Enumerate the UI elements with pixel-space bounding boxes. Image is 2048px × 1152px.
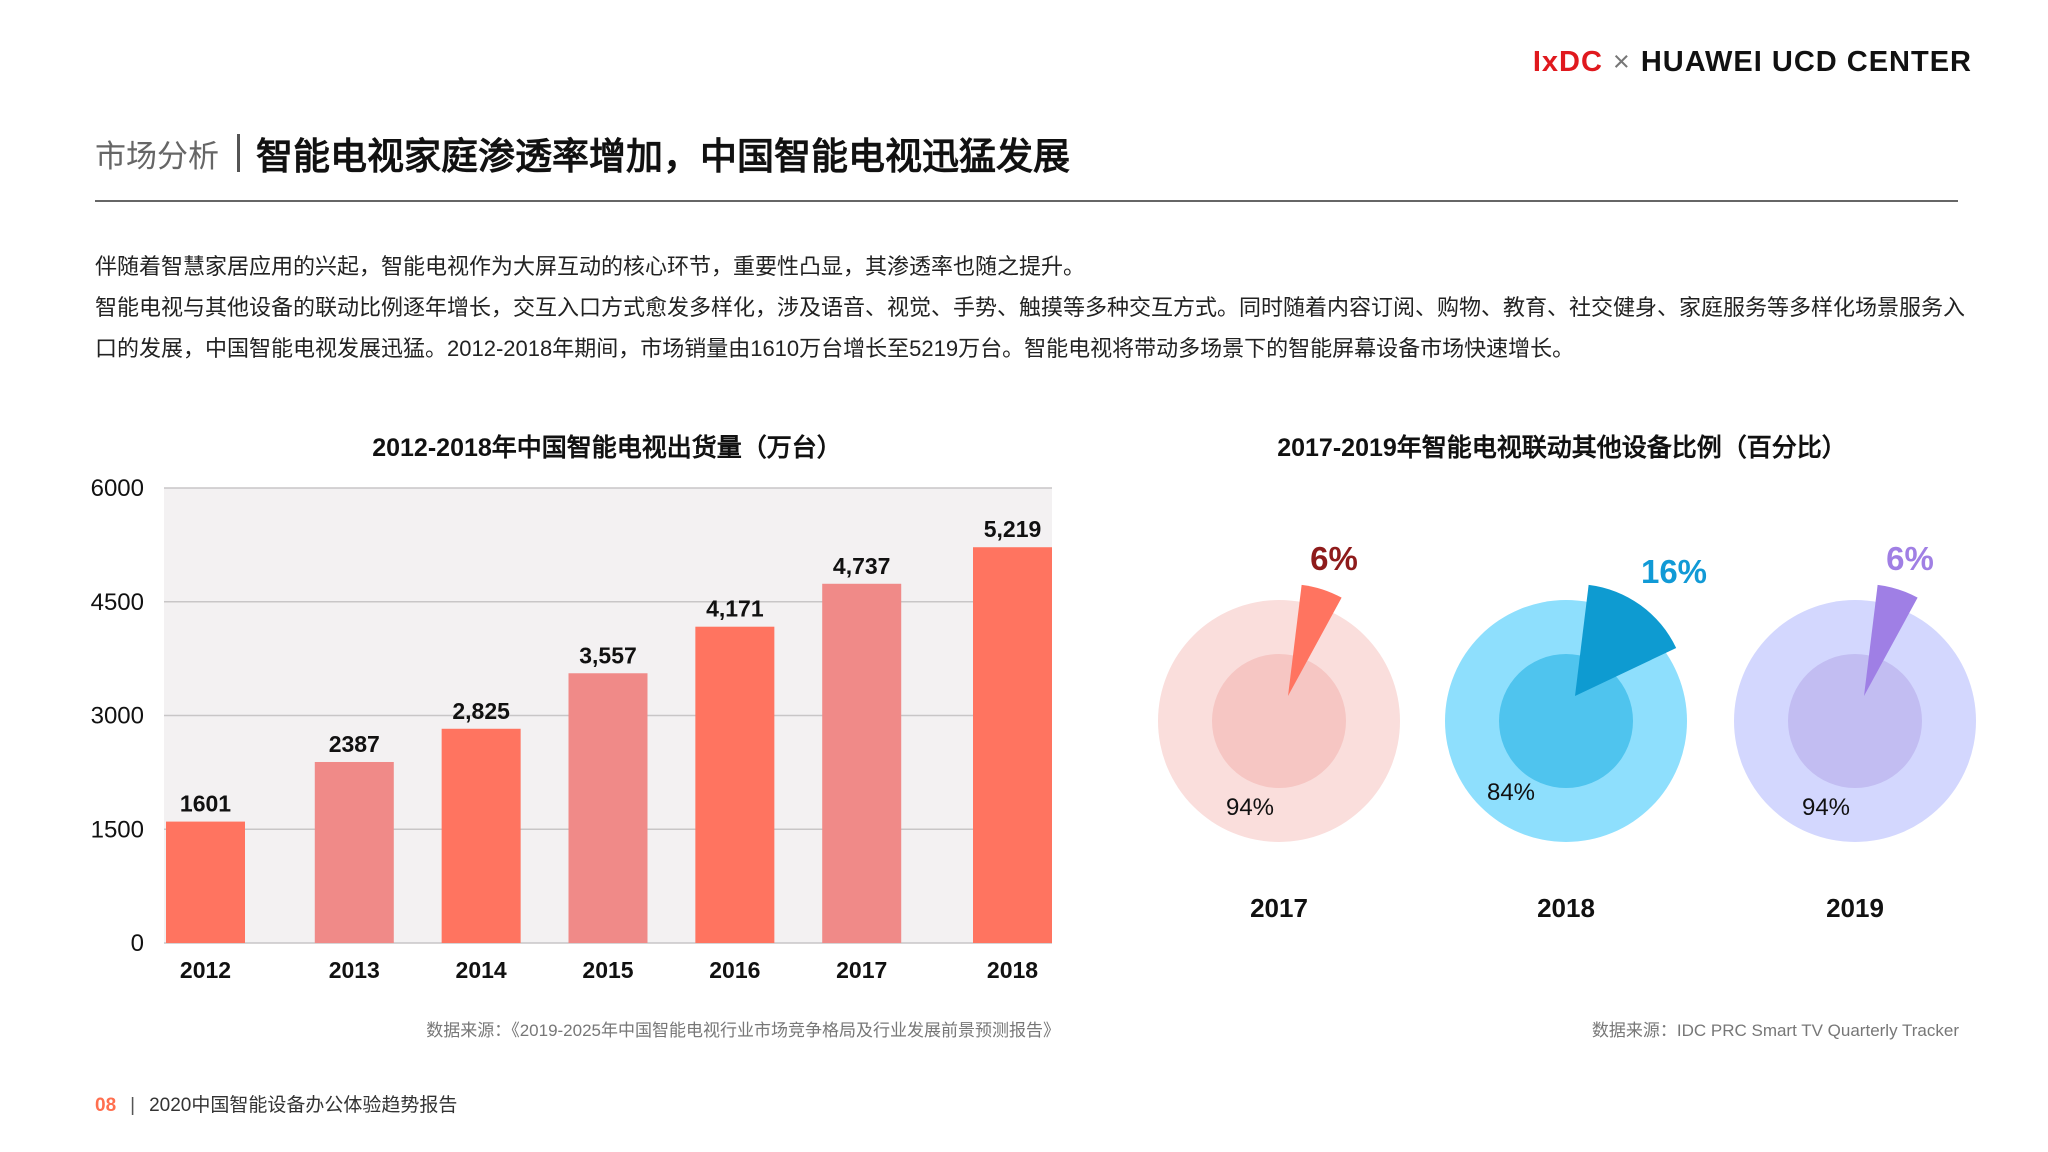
y-tick-label: 1500 bbox=[91, 816, 144, 843]
rest-label: 94% bbox=[1226, 794, 1274, 821]
x-tick-label: 2013 bbox=[329, 957, 380, 983]
page-title: 智能电视家庭渗透率增加，中国智能电视迅猛发展 bbox=[256, 136, 1070, 177]
pie-slice-2017 bbox=[1288, 584, 1342, 696]
bar-chart-source: 数据来源：《2019-2025年中国智能电视行业市场竞争格局及行业发展前景预测报… bbox=[426, 1021, 1060, 1040]
bar-2012 bbox=[166, 821, 245, 943]
logo-cross: × bbox=[1612, 46, 1631, 78]
paragraph: 智能电视与其他设备的联动比例逐年增长，交互入口方式愈发多样化，涉及语音、视觉、手… bbox=[95, 295, 1966, 361]
bar-value-label: 5,219 bbox=[984, 516, 1042, 542]
bar-2015 bbox=[568, 673, 648, 943]
y-tick-label: 3000 bbox=[91, 703, 144, 730]
bar-value-label: 1601 bbox=[180, 791, 231, 817]
x-tick-label: 2018 bbox=[987, 957, 1038, 983]
bar-value-label: 2,825 bbox=[452, 698, 510, 724]
bar-chart-title: 2012-2018年中国智能电视出货量（万台） bbox=[372, 434, 842, 462]
x-tick-label: 2017 bbox=[836, 957, 887, 983]
bar-2016 bbox=[695, 626, 775, 943]
pie-slice-2019 bbox=[1864, 584, 1918, 696]
bar-2013 bbox=[314, 761, 394, 943]
bar-value-label: 4,737 bbox=[833, 553, 891, 579]
slice-label: 6% bbox=[1886, 540, 1934, 577]
pie-chart-title: 2017-2019年智能电视联动其他设备比例（百分比） bbox=[1277, 434, 1847, 462]
report-name: 2020中国智能设备办公体验趋势报告 bbox=[149, 1095, 458, 1116]
intro-text: 伴随着智慧家居应用的兴起，智能电视作为大屏互动的核心环节，重要性凸显，其渗透率也… bbox=[95, 246, 1975, 369]
pie-slice-2018 bbox=[1575, 584, 1677, 696]
page-number: 08 bbox=[95, 1095, 117, 1116]
rest-label: 94% bbox=[1802, 794, 1850, 821]
pie-year-label: 2019 bbox=[1826, 893, 1884, 923]
paragraph: 伴随着智慧家居应用的兴起，智能电视作为大屏互动的核心环节，重要性凸显，其渗透率也… bbox=[95, 254, 1086, 279]
bar-2018 bbox=[973, 547, 1052, 943]
x-tick-label: 2014 bbox=[456, 957, 507, 983]
pie-inner-2017 bbox=[1212, 654, 1346, 788]
pie-year-label: 2017 bbox=[1250, 893, 1308, 923]
x-tick-label: 2012 bbox=[180, 957, 231, 983]
pie-year-label: 2018 bbox=[1537, 893, 1595, 923]
title-divider bbox=[237, 134, 240, 172]
bar-2014 bbox=[441, 728, 521, 943]
x-tick-label: 2016 bbox=[709, 957, 760, 983]
logo-huawei: HUAWEI UCD CENTER bbox=[1640, 46, 1972, 78]
header-rule bbox=[95, 200, 1958, 202]
y-tick-label: 4500 bbox=[91, 589, 144, 616]
bar-value-label: 2387 bbox=[329, 731, 380, 757]
rest-label: 84% bbox=[1487, 779, 1535, 806]
x-tick-label: 2015 bbox=[582, 957, 633, 983]
bar-2017 bbox=[822, 583, 902, 943]
logo-ixdc: IxDC bbox=[1532, 46, 1603, 78]
footer-separator: | bbox=[130, 1095, 136, 1116]
pie-inner-2018 bbox=[1499, 654, 1633, 788]
bar-value-label: 4,171 bbox=[706, 596, 764, 622]
y-tick-label: 6000 bbox=[91, 475, 144, 502]
y-tick-label: 0 bbox=[131, 930, 144, 957]
title-row: 市场分析 智能电视家庭渗透率增加，中国智能电视迅猛发展 bbox=[95, 126, 1070, 180]
section-label: 市场分析 bbox=[95, 138, 219, 174]
logo: IxDC × HUAWEI UCD CENTER bbox=[1533, 46, 1972, 79]
pie-chart-source: 数据来源：IDC PRC Smart TV Quarterly Tracker bbox=[1591, 1021, 1959, 1040]
pie-inner-2019 bbox=[1788, 654, 1922, 788]
footer: 08 | 2020中国智能设备办公体验趋势报告 bbox=[95, 1090, 457, 1117]
slice-label: 6% bbox=[1310, 540, 1358, 577]
slice-label: 16% bbox=[1641, 553, 1707, 590]
bar-value-label: 3,557 bbox=[579, 642, 637, 668]
